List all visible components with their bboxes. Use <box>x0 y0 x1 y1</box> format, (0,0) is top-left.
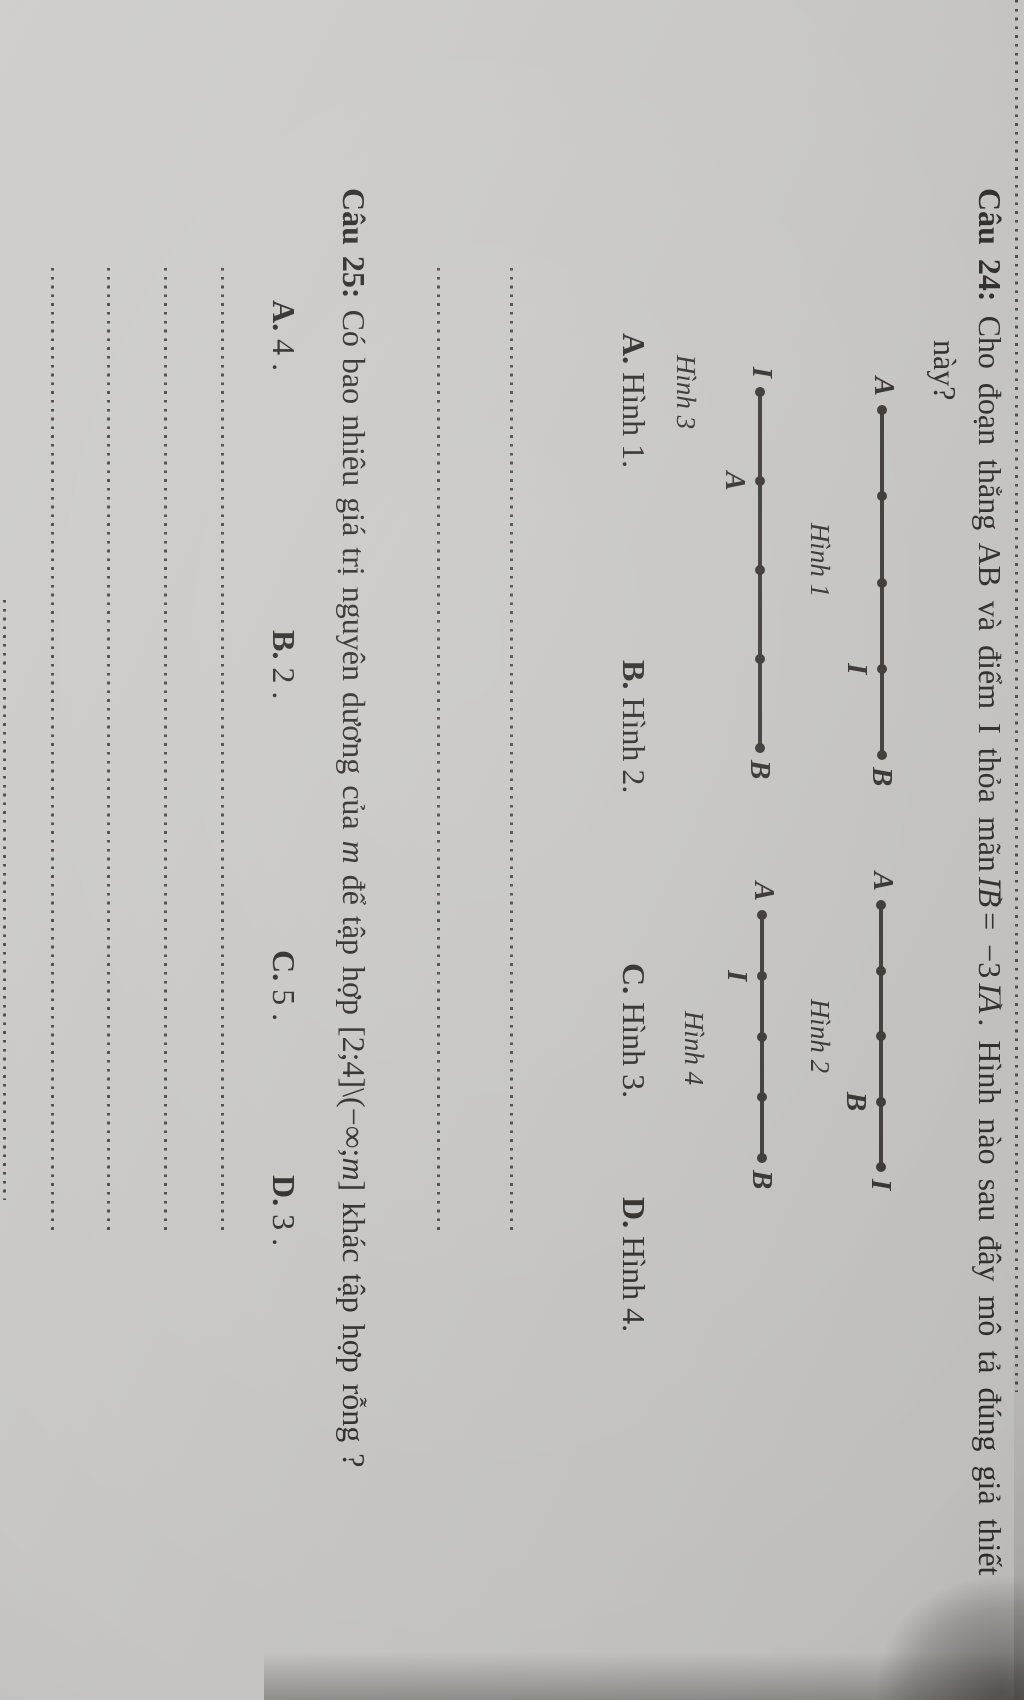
dotted-answer-line <box>51 268 54 1235</box>
question-25-text-3: ] khác tập hợp rỗng ? <box>336 1180 372 1468</box>
q24-option-b: B. Hình 2. <box>614 660 654 793</box>
q25-option-b-text: 2 . <box>266 667 302 700</box>
figure-3-point <box>755 476 765 486</box>
question-24-text-after: . Hình nào sau đây mô tả đúng giả thiết <box>972 1018 1008 1576</box>
figure-2-point <box>876 1031 886 1041</box>
figure-1-point <box>877 750 887 760</box>
q24-option-c: C. Hình 3. <box>614 963 654 1098</box>
figure-1-caption: Hình 1 <box>805 522 835 598</box>
figure-4-point <box>757 970 767 981</box>
figure-1-label-start: A <box>868 376 900 396</box>
figure-2-label-end: I <box>865 1179 897 1191</box>
question-24-text-before: Cho đoạn thẳng AB và điểm I thỏa mãn <box>972 301 1008 872</box>
q24-option-a-text: Hình 1. <box>616 372 652 469</box>
q24-option-a-letter: A. <box>616 333 652 365</box>
figure-2-point <box>876 1096 886 1107</box>
question-25-set-notation: [2;4]\(−∞; <box>336 1025 372 1158</box>
q24-option-c-letter: C. <box>616 963 652 995</box>
q24-option-c-text: Hình 3. <box>616 1002 652 1099</box>
figure-2-label-mid: B <box>840 1091 872 1112</box>
figure-3-point <box>755 387 765 397</box>
q24-option-a: A. Hình 1. <box>614 333 654 468</box>
figure-3-label-start: I <box>746 366 778 378</box>
figure-1-point <box>877 405 887 415</box>
question-25-number: Câu 25: <box>336 188 372 299</box>
figure-4-point <box>757 910 767 920</box>
q25-option-d-text: 3 . <box>266 1214 302 1247</box>
figure-2-caption: Hình 2 <box>805 998 835 1074</box>
q25-option-d-letter: D. <box>266 1175 302 1207</box>
dotted-answer-line <box>1015 0 1018 1392</box>
figure-2-point <box>876 965 886 976</box>
figure-1-point <box>877 491 887 502</box>
question-25-var-m1: m <box>336 840 372 864</box>
paper-edge-shadow <box>264 1652 1024 1700</box>
question-24-line2: này? <box>927 340 963 401</box>
q25-option-a-text: 4 . <box>266 339 302 372</box>
figure-4-label-mid: I <box>721 970 753 982</box>
dotted-answer-line <box>510 268 513 1235</box>
dotted-answer-line <box>221 268 224 1235</box>
figure-1-label-end: B <box>866 767 898 787</box>
dotted-answer-line <box>164 268 167 1235</box>
q24-option-b-letter: B. <box>616 660 652 690</box>
figure-2-point <box>876 900 886 910</box>
figure-1-point <box>877 663 887 674</box>
figure-3-label-end: B <box>744 760 776 780</box>
vector-IA: IA <box>967 983 1012 1013</box>
q25-option-d: D. 3 . <box>264 1175 304 1246</box>
figure-1-label-mid: I <box>841 663 873 675</box>
q25-option-c: C. 5 . <box>264 950 304 1021</box>
q24-option-d-text: Hình 4. <box>616 1236 652 1333</box>
figure-4-caption: Hình 4 <box>679 1010 709 1086</box>
figure-4-point <box>757 1031 767 1042</box>
figure-3-point <box>755 743 765 753</box>
question-25-line: Câu 25: Có bao nhiêu giá trị nguyên dươn… <box>331 188 376 1467</box>
figure-3-label-mid: A <box>719 471 751 491</box>
figure-4-point <box>757 1153 767 1163</box>
figure-3-caption: Hình 3 <box>671 354 701 430</box>
question-25-text-1: Có bao nhiêu giá trị nguyên dương của <box>336 298 372 841</box>
dotted-answer-line <box>107 268 110 1235</box>
figure-2-label-start: A <box>867 871 899 891</box>
figure-2-point <box>876 1162 886 1172</box>
vector-IB: IB <box>967 877 1012 907</box>
figure-3-point <box>755 565 765 575</box>
dotted-answer-line <box>3 600 6 1200</box>
figure-4-label-start: A <box>748 881 780 901</box>
figure-1-point <box>877 577 887 588</box>
q25-option-c-letter: C. <box>266 950 302 982</box>
dotted-answer-line <box>437 268 440 1235</box>
question-25-var-m2: m <box>336 1157 372 1181</box>
question-24-equation: = −3 <box>972 912 1008 979</box>
q25-option-a: A. 4 . <box>264 300 304 371</box>
q25-option-b: B. 2 . <box>264 630 304 699</box>
q25-option-b-letter: B. <box>266 630 302 660</box>
q24-option-b-text: Hình 2. <box>616 697 652 794</box>
q25-option-c-text: 5 . <box>266 989 302 1022</box>
question-24-number: Câu 24: <box>972 188 1008 302</box>
q25-option-a-letter: A. <box>266 300 302 332</box>
figure-3-point <box>755 654 765 664</box>
q24-option-d-letter: D. <box>616 1197 652 1229</box>
figure-4-label-end: B <box>746 1170 778 1190</box>
q24-option-d: D. Hình 4. <box>614 1197 654 1332</box>
question-24-line1: Câu 24: Cho đoạn thẳng AB và điểm I thỏa… <box>967 188 1012 1575</box>
question-25-text-2: để tập hợp <box>336 863 372 1026</box>
figure-4-point <box>757 1092 767 1103</box>
